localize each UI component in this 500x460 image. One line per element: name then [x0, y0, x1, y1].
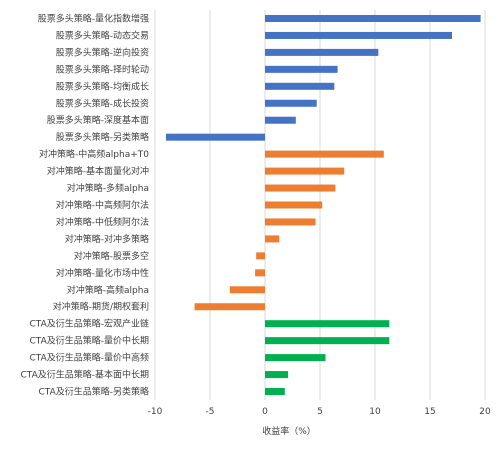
x-tick-label: 5 [317, 407, 323, 417]
category-label: 股票多头策略-均衡成长 [56, 80, 149, 92]
bar [265, 337, 390, 345]
category-label: CTA及衍生品策略-量价中高频 [30, 352, 150, 364]
bar [255, 269, 265, 277]
bar [265, 65, 338, 73]
bar [265, 354, 326, 362]
bars [166, 14, 481, 396]
category-label: CTA及衍生品策略-量价中长期 [30, 335, 150, 347]
category-label: CTA及衍生品策略-另类策略 [39, 386, 150, 398]
category-label: 股票多头策略-量化指数增强 [38, 12, 149, 24]
category-label: 对冲策略-基本面量化对冲 [47, 165, 149, 177]
category-label: 股票多头策略-深度基本面 [47, 114, 149, 126]
category-label: 股票多头策略-另类策略 [56, 131, 149, 143]
x-tick-label: 15 [424, 407, 435, 417]
category-label: 对冲策略-对冲多策略 [65, 233, 149, 245]
bar [265, 184, 336, 192]
x-tick-labels: -10 -5 0 5 10 15 20 [148, 407, 491, 417]
x-tick-label: -10 [148, 407, 163, 417]
category-label: 对冲策略-多频alpha [67, 182, 149, 194]
category-label: 股票多头策略-逆向投资 [56, 46, 149, 58]
bar [194, 303, 265, 311]
x-tick-label: 20 [479, 407, 491, 417]
category-label: 对冲策略-期货/期权套利 [53, 301, 149, 313]
bar [265, 371, 289, 379]
bar [265, 235, 280, 243]
category-label: 对冲策略-中高频阿尔法 [56, 199, 149, 211]
bar [265, 201, 323, 209]
bar [265, 82, 335, 90]
bar [265, 150, 384, 158]
category-labels: 股票多头策略-量化指数增强股票多头策略-动态交易股票多头策略-逆向投资股票多头策… [21, 12, 150, 397]
bar [265, 388, 285, 396]
category-label: 股票多头策略-成长投资 [56, 97, 149, 109]
bar [265, 116, 296, 124]
bar [256, 252, 265, 260]
category-label: 对冲策略-中低频阿尔法 [56, 216, 149, 228]
bar [265, 14, 481, 22]
category-label: 股票多头策略-择时轮动 [56, 63, 149, 75]
category-label: 对冲策略-高频alpha [67, 284, 149, 296]
bar [265, 320, 390, 328]
bar [265, 48, 379, 56]
category-label: CTA及衍生品策略-宏观产业链 [30, 318, 150, 330]
x-tick-label: 0 [262, 407, 268, 417]
bar [265, 218, 316, 226]
x-tick-label: -5 [206, 407, 215, 417]
bar [166, 133, 265, 141]
bar [265, 99, 317, 107]
bar [229, 286, 265, 294]
category-label: 股票多头策略-动态交易 [56, 29, 149, 41]
bar [265, 31, 452, 39]
category-label: 对冲策略-股票多空 [74, 250, 149, 262]
x-tick-label: 10 [369, 407, 381, 417]
category-label: CTA及衍生品策略-基本面中长期 [21, 369, 150, 381]
x-axis-title: 收益率（%） [262, 425, 316, 437]
category-label: 对冲策略-量化市场中性 [56, 267, 149, 279]
category-label: 对冲策略-中高频alpha+T0 [39, 148, 149, 160]
bar [265, 167, 345, 175]
